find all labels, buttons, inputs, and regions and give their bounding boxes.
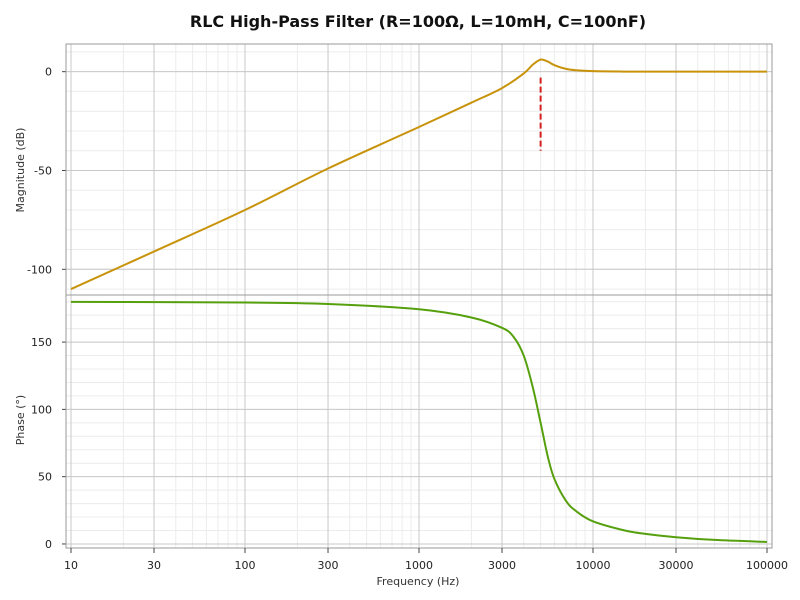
x-axis-label: Frequency (Hz) xyxy=(377,575,460,588)
x-tick-label: 30 xyxy=(147,559,161,572)
chart-title: RLC High-Pass Filter (R=100Ω, L=10mH, C=… xyxy=(190,12,646,31)
phase-panel: 150 100 50 0 xyxy=(31,294,773,551)
x-tick-label: 3000 xyxy=(488,559,516,572)
x-tick-label: 10000 xyxy=(576,559,611,572)
x-axis-ticks: 10 30 100 300 1000 3000 10000 30000 100000 xyxy=(64,548,788,572)
magnitude-y-tick-label: -50 xyxy=(34,164,52,177)
magnitude-panel: 0 -50 -100 xyxy=(27,43,773,296)
phase-y-tick-label: 150 xyxy=(31,336,52,349)
x-tick-label: 10 xyxy=(64,559,78,572)
x-tick-label: 100 xyxy=(235,559,256,572)
magnitude-series-line xyxy=(70,58,767,290)
x-tick-label: 300 xyxy=(318,559,339,572)
magnitude-y-tick-label: -100 xyxy=(27,263,52,276)
x-tick-label: 100000 xyxy=(746,559,788,572)
phase-y-tick-label: 100 xyxy=(31,403,52,416)
phase-y-tick-label: 0 xyxy=(45,538,52,551)
phase-axis-label: Phase (°) xyxy=(14,395,27,445)
x-tick-label: 30000 xyxy=(659,559,694,572)
phase-y-tick-label: 50 xyxy=(38,471,52,484)
phase-series-line xyxy=(70,300,768,543)
magnitude-axis-label: Magnitude (dB) xyxy=(14,128,27,213)
x-tick-label: 1000 xyxy=(405,559,433,572)
magnitude-y-tick-label: 0 xyxy=(45,66,52,79)
